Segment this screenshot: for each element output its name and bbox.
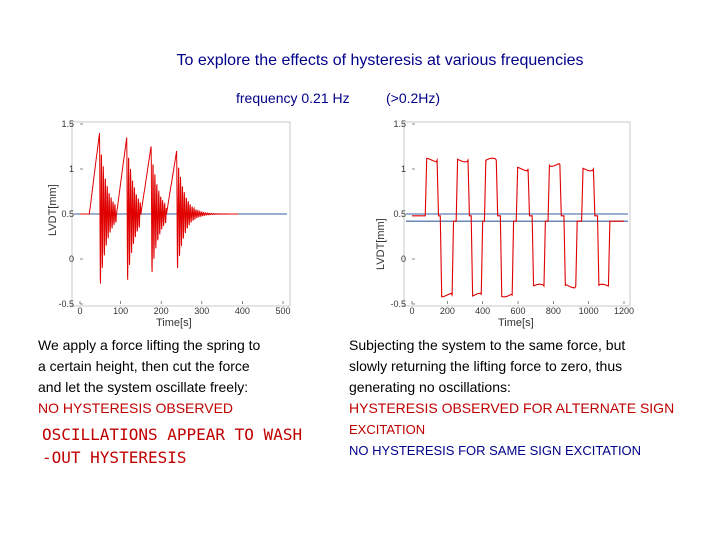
y-tick-label: -0.5 (390, 299, 406, 309)
x-tick-label: 400 (475, 306, 490, 316)
x-tick-label: 600 (510, 306, 525, 316)
x-tick-label: 100 (113, 306, 128, 316)
frequency-note: (>0.2Hz) (386, 90, 441, 106)
x-tick-label: 400 (235, 306, 250, 316)
y-tick-label: 1 (69, 164, 74, 174)
chart-slow-return: 1.510.50-0.5 0 200 400 600 800 1000 1200 Time[… (375, 119, 634, 329)
right-line: slowly returning the lifting force to ze… (349, 358, 623, 374)
page-title: To explore the effects of hysteresis at … (176, 52, 584, 69)
x-tick-label: 1000 (579, 306, 599, 316)
bottom-note-line1: OSCILLATIONS APPEAR TO WASH (42, 425, 303, 444)
chart-free-oscillation: 1.510.50-0.5 0 100 200 300 400 500 Time[s] LV… (47, 119, 291, 329)
right-line: generating no oscillations: (349, 379, 511, 395)
y-tick-label: 0 (401, 254, 406, 264)
right-conclusion-alternate: HYSTERESIS OBSERVED FOR ALTERNATE SIGN (349, 400, 675, 416)
x-tick-label: 1200 (614, 306, 634, 316)
x-tick-label: 200 (154, 306, 169, 316)
y-tick-label: 0.5 (61, 209, 74, 219)
right-conclusion-excitation: EXCITATION (349, 422, 426, 437)
plot-frame (403, 121, 631, 307)
plot-frame (71, 121, 291, 307)
y-tick-label: 1.5 (61, 119, 74, 129)
x-axis-label: Time[s] (498, 317, 534, 329)
x-tick-label: 800 (546, 306, 561, 316)
right-line: Subjecting the system to the same force,… (349, 337, 626, 353)
bottom-note-line2: -OUT HYSTERESIS (42, 448, 187, 467)
y-axis-label: LVDT[mm] (47, 184, 59, 236)
left-line: a certain height, then cut the force (38, 358, 250, 374)
left-conclusion: NO HYSTERESIS OBSERVED (38, 400, 234, 416)
x-tick-label: 0 (77, 306, 82, 316)
y-tick-label: 1.5 (393, 119, 406, 129)
x-tick-label: 500 (275, 306, 290, 316)
series-line-lvdt (412, 157, 624, 298)
y-tick-label: -0.5 (58, 299, 74, 309)
y-tick-label: 0.5 (393, 209, 406, 219)
x-tick-label: 300 (194, 306, 209, 316)
y-axis-label: LVDT[mm] (375, 218, 387, 270)
y-tick-label: 1 (401, 164, 406, 174)
x-axis-label: Time[s] (156, 317, 192, 329)
series-line-lvdt (80, 132, 239, 284)
x-tick-label: 0 (409, 306, 414, 316)
left-line: We apply a force lifting the spring to (38, 337, 261, 353)
x-tick-label: 200 (440, 306, 455, 316)
frequency-label: frequency 0.21 Hz (236, 90, 350, 106)
left-description: We apply a force lifting the spring to a… (38, 335, 260, 419)
right-conclusion-same-sign: NO HYSTERESIS FOR SAME SIGN EXCITATION (349, 443, 642, 458)
left-line: and let the system oscillate freely: (38, 379, 249, 395)
y-tick-label: 0 (69, 254, 74, 264)
right-description: Subjecting the system to the same force,… (349, 335, 674, 461)
